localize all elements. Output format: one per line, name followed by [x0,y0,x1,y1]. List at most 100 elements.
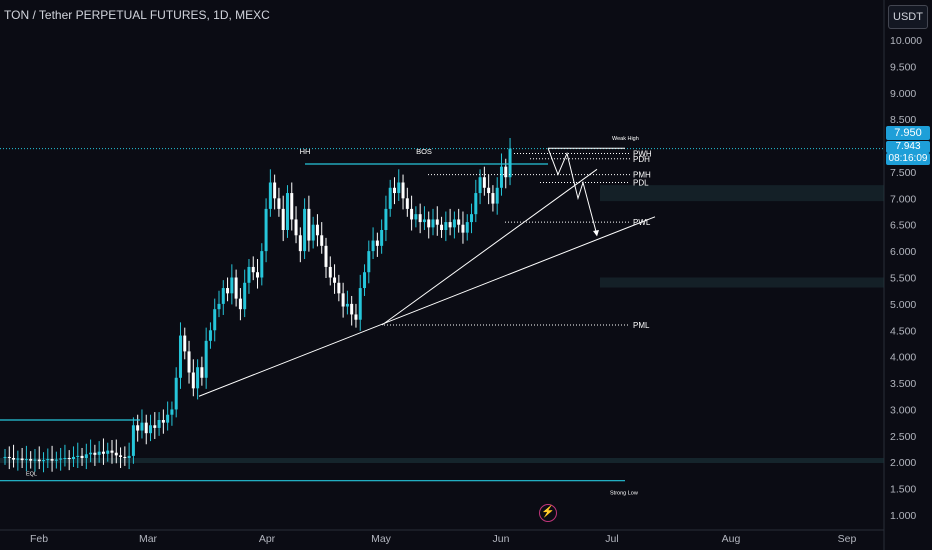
candle-body [397,182,401,194]
candle-body [367,251,371,273]
candle [221,280,225,315]
candle [196,359,200,400]
candle-body [136,425,140,431]
candle [298,227,302,263]
candle-body [268,182,272,209]
x-tick-label: Apr [259,533,276,545]
y-tick-label: 6.500 [890,220,916,232]
candle [153,412,157,439]
projection-arrowhead [593,230,599,237]
candle [440,216,444,238]
candle [315,214,319,247]
candle-body [226,288,230,294]
candle [71,446,75,467]
candle-body [478,177,482,194]
candle-body [170,409,174,415]
candle [354,303,358,328]
candle-body [123,456,127,458]
candle-body [213,309,217,331]
candle-body [461,224,465,233]
candle-body [204,340,208,378]
candle-body [157,420,161,428]
candle [495,177,499,215]
candle-body [414,214,418,220]
x-axis: Feb Mar Apr May Jun Jul Aug Sep [30,533,857,545]
y-tick-label: 4.000 [890,352,916,364]
candle-body [333,277,337,283]
trendline-upper [381,168,598,326]
candle [290,182,294,231]
y-tick-label: 2.000 [890,457,916,469]
candle-body [196,367,200,389]
candle [388,179,392,217]
candle [320,222,324,254]
candle-body [440,224,444,230]
candle-body [392,187,396,194]
candle [350,295,354,326]
candle [200,356,204,386]
candle [29,451,33,469]
candle-body [234,277,238,299]
candle [260,243,264,286]
candle [268,169,272,217]
candle [110,440,114,464]
candle [208,322,212,349]
candle [251,256,255,281]
candle-body [166,414,170,423]
candle-body [405,198,409,209]
candle [119,447,123,469]
candle [311,216,315,249]
lightning-bolt-icon[interactable]: ⚡ [539,504,557,522]
candle [89,439,93,463]
candle-body [281,208,285,230]
candle-body [422,219,426,223]
candle [187,340,191,384]
candle [324,237,328,279]
label-pmh: PMH [633,171,651,180]
candle [84,443,88,470]
candle-body [487,187,491,194]
candle-body [110,450,114,453]
candle [504,158,508,189]
x-tick-label: Aug [722,533,741,545]
candle-body [127,455,131,458]
candle [405,187,409,217]
candle [363,264,367,296]
candle [375,232,379,257]
candle [247,259,251,294]
candle-body [191,372,195,389]
candle-body [328,266,332,278]
candle [63,444,67,467]
candle [50,445,54,472]
candle-body [273,182,277,199]
y-axis: 10.0009.5009.0008.5008.0007.5007.0006.50… [890,35,922,522]
y-tick-label: 5.500 [890,273,916,285]
candle-body [174,377,178,410]
y-tick-label: 9.000 [890,88,916,100]
currency-button[interactable]: USDT [888,5,928,29]
candle [277,187,281,217]
y-tick-label: 5.000 [890,299,916,311]
candle-body [324,245,328,267]
candle-body [217,303,221,310]
candle-body [341,293,345,307]
candle-body [457,219,461,225]
candle-body [80,455,84,458]
candle [166,401,170,431]
candle [508,138,512,186]
candle [281,195,285,242]
candle-body [358,288,362,320]
zone-pdl [600,185,884,202]
candle [149,414,153,442]
candle-body [140,422,144,431]
candle-body [427,219,431,228]
candle [174,367,178,418]
candle-body [3,456,7,458]
candle [93,444,97,466]
candle [491,185,495,212]
candle-body [256,272,260,278]
label-eql: EQL [26,472,37,478]
x-tick-label: Mar [139,533,158,545]
candle-body [294,219,298,236]
